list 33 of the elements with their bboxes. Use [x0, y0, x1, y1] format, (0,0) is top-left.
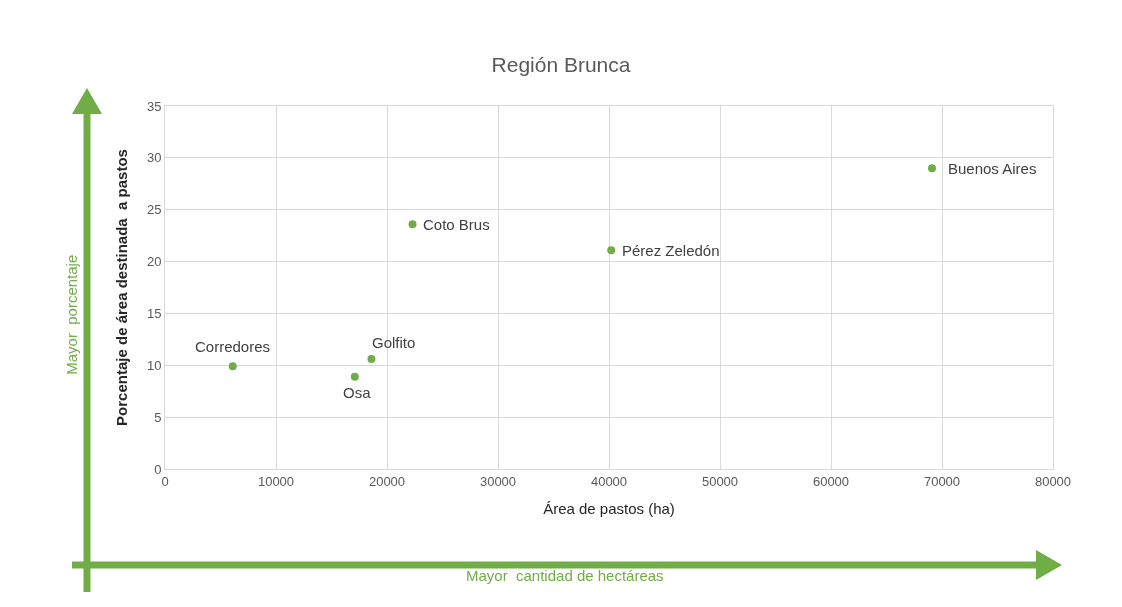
- y-tick-label: 0: [154, 461, 162, 477]
- x-tick-label: 20000: [368, 473, 406, 489]
- text: Mayor cantidad de hectáreas: [466, 567, 664, 584]
- annotation: Coto Brus: [423, 216, 490, 233]
- annotation: Osa: [343, 384, 372, 401]
- x-tick-label: 30000: [479, 473, 517, 489]
- y-axis-title: Porcentaje de área destinada a pastos: [113, 149, 131, 426]
- y-tick-label: 5: [154, 409, 162, 425]
- point: [607, 246, 616, 255]
- x-tick-label: 80000: [1034, 473, 1072, 489]
- y-tick-label: 20: [146, 254, 162, 270]
- chart-title: Región Brunca: [491, 53, 631, 77]
- x-tick-label: 60000: [812, 473, 850, 489]
- y-tick-label: 30: [146, 150, 162, 166]
- x-tick-label: 70000: [923, 473, 961, 489]
- point: [408, 220, 417, 229]
- y-tick-label: 15: [146, 305, 162, 321]
- point: [350, 372, 359, 381]
- x-tick-label: 40000: [590, 473, 628, 489]
- text: Mayor porcentaje: [62, 254, 80, 375]
- point: [928, 164, 937, 173]
- annotation: Corredores: [195, 338, 271, 355]
- y-tick-label: 25: [146, 202, 162, 218]
- y-tick-label: 10: [146, 357, 162, 373]
- point: [228, 362, 237, 371]
- x-axis-title: Área de pastos (ha): [543, 499, 675, 517]
- x-tick-label: 50000: [701, 473, 739, 489]
- annotation: Buenos Aires: [948, 160, 1037, 177]
- annotation: Golfito: [372, 334, 416, 351]
- point: [367, 355, 376, 364]
- x-tick-label: 10000: [257, 473, 295, 489]
- annotation: Pérez Zeledón: [622, 242, 720, 259]
- y-tick-label: 35: [146, 98, 162, 114]
